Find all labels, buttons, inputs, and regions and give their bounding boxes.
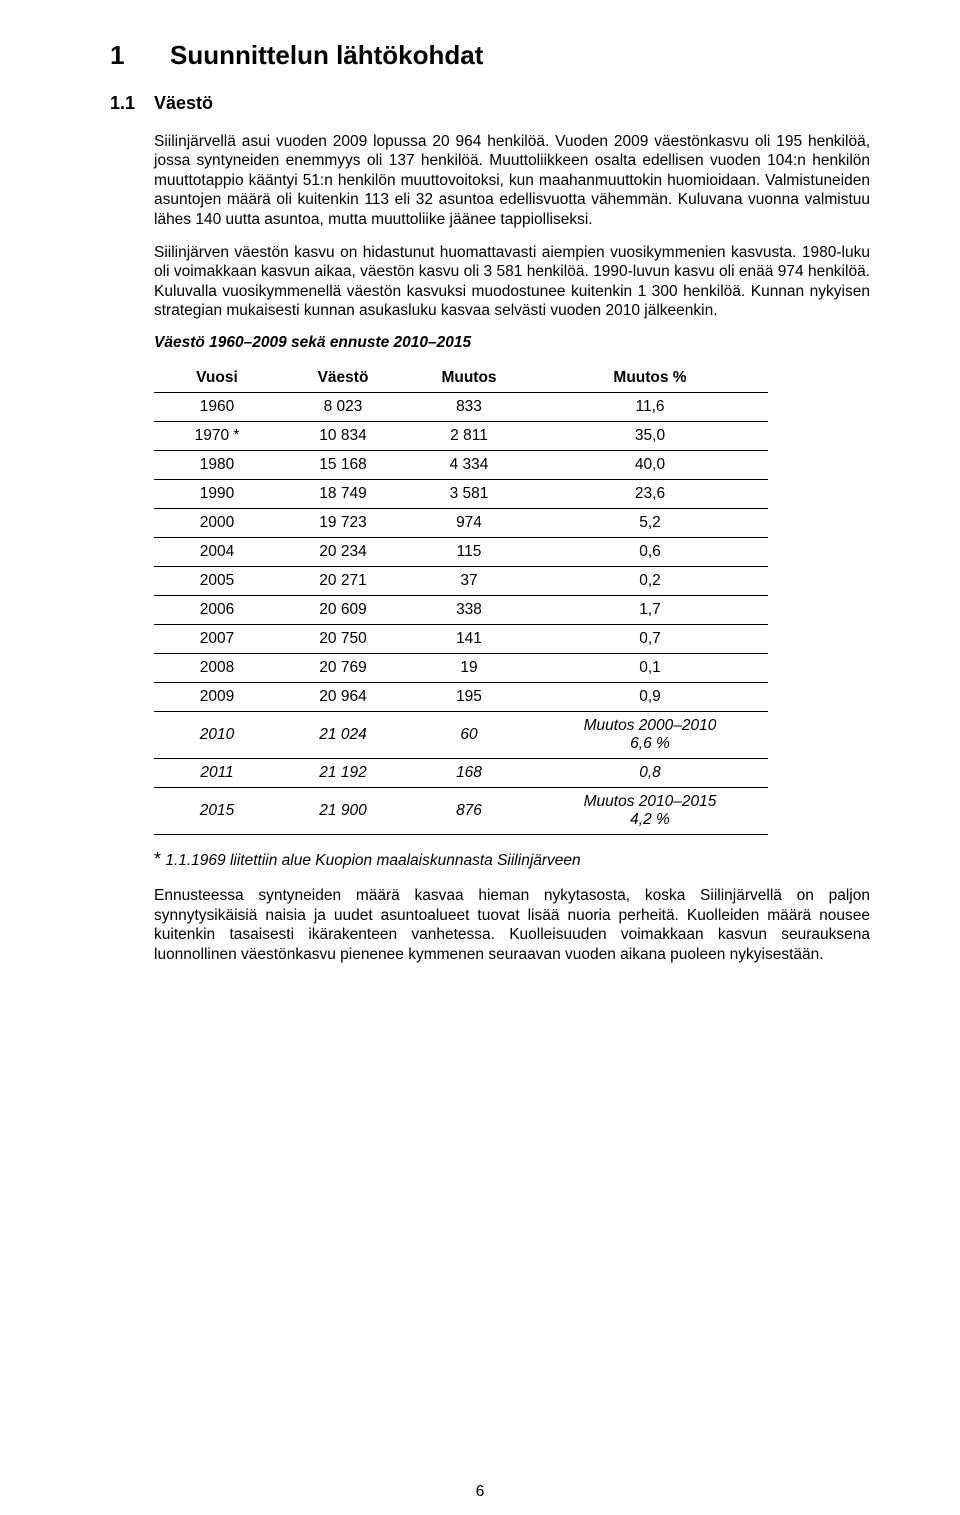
cell-change-pct: 5,2 <box>532 509 768 538</box>
cell-change-pct: 11,6 <box>532 393 768 422</box>
footnote-text: 1.1.1969 liitettiin alue Kuopion maalais… <box>165 852 580 869</box>
heading-2: 1.1 Väestö <box>110 93 870 114</box>
table-row: 199018 7493 58123,6 <box>154 480 768 509</box>
table-row: 201521 900876Muutos 2010–20154,2 % <box>154 788 768 835</box>
cell-change: 4 334 <box>406 451 532 480</box>
table-title: Väestö 1960–2009 sekä ennuste 2010–2015 <box>154 334 870 352</box>
cell-change-pct: 35,0 <box>532 422 768 451</box>
heading-1-number: 1 <box>110 40 170 71</box>
table-row: 1970 *10 8342 81135,0 <box>154 422 768 451</box>
cell-year: 2005 <box>154 567 280 596</box>
cell-change: 195 <box>406 683 532 712</box>
cell-pop: 20 769 <box>280 654 406 683</box>
cell-pop: 10 834 <box>280 422 406 451</box>
cell-year: 2007 <box>154 625 280 654</box>
table-row: 19608 02383311,6 <box>154 393 768 422</box>
col-header-year: Vuosi <box>154 364 280 393</box>
cell-year: 1990 <box>154 480 280 509</box>
body-block: Siilinjärvellä asui vuoden 2009 lopussa … <box>154 132 870 964</box>
table-row: 200720 7501410,7 <box>154 625 768 654</box>
cell-change-pct: 1,7 <box>532 596 768 625</box>
cell-change: 833 <box>406 393 532 422</box>
table-footnote: * 1.1.1969 liitettiin alue Kuopion maala… <box>154 849 870 870</box>
heading-1-text: Suunnittelun lähtökohdat <box>170 40 483 71</box>
cell-change-pct: 0,2 <box>532 567 768 596</box>
table-row: 200820 769190,1 <box>154 654 768 683</box>
table-row: 200920 9641950,9 <box>154 683 768 712</box>
cell-pop: 21 900 <box>280 788 406 835</box>
col-header-chg: Muutos <box>406 364 532 393</box>
cell-change-pct: Muutos 2000–20106,6 % <box>532 712 768 759</box>
col-header-pct: Muutos % <box>532 364 768 393</box>
cell-year: 2006 <box>154 596 280 625</box>
table-head: Vuosi Väestö Muutos Muutos % <box>154 364 768 393</box>
cell-change-pct: 0,1 <box>532 654 768 683</box>
cell-pop: 21 024 <box>280 712 406 759</box>
cell-change: 37 <box>406 567 532 596</box>
cell-change: 2 811 <box>406 422 532 451</box>
cell-change: 974 <box>406 509 532 538</box>
cell-pop: 19 723 <box>280 509 406 538</box>
cell-change: 115 <box>406 538 532 567</box>
cell-year: 2011 <box>154 759 280 788</box>
cell-pop: 20 964 <box>280 683 406 712</box>
cell-pop: 20 271 <box>280 567 406 596</box>
cell-year: 2008 <box>154 654 280 683</box>
cell-change-pct: 40,0 <box>532 451 768 480</box>
heading-2-text: Väestö <box>154 93 213 114</box>
cell-year: 1980 <box>154 451 280 480</box>
cell-year: 2004 <box>154 538 280 567</box>
cell-change-pct: 0,8 <box>532 759 768 788</box>
cell-change-pct: 0,9 <box>532 683 768 712</box>
cell-year: 2009 <box>154 683 280 712</box>
cell-change-pct: Muutos 2010–20154,2 % <box>532 788 768 835</box>
page: 1 Suunnittelun lähtökohdat 1.1 Väestö Si… <box>0 0 960 1515</box>
cell-change: 168 <box>406 759 532 788</box>
table-row: 198015 1684 33440,0 <box>154 451 768 480</box>
cell-pop: 20 234 <box>280 538 406 567</box>
population-table: Vuosi Väestö Muutos Muutos % 19608 02383… <box>154 364 768 835</box>
table-row: 201021 02460Muutos 2000–20106,6 % <box>154 712 768 759</box>
cell-change: 876 <box>406 788 532 835</box>
cell-pop: 21 192 <box>280 759 406 788</box>
table-body: 19608 02383311,61970 *10 8342 81135,0198… <box>154 393 768 835</box>
paragraph-1: Siilinjärvellä asui vuoden 2009 lopussa … <box>154 132 870 229</box>
cell-year: 2000 <box>154 509 280 538</box>
cell-year: 2015 <box>154 788 280 835</box>
table-row: 200520 271370,2 <box>154 567 768 596</box>
cell-year: 1970 * <box>154 422 280 451</box>
paragraph-2: Siilinjärven väestön kasvu on hidastunut… <box>154 243 870 321</box>
heading-2-number: 1.1 <box>110 93 154 114</box>
cell-pop: 20 750 <box>280 625 406 654</box>
table-row: 200620 6093381,7 <box>154 596 768 625</box>
cell-pop: 18 749 <box>280 480 406 509</box>
col-header-pop: Väestö <box>280 364 406 393</box>
cell-change: 3 581 <box>406 480 532 509</box>
paragraph-3: Ennusteessa syntyneiden määrä kasvaa hie… <box>154 886 870 964</box>
cell-change-pct: 0,7 <box>532 625 768 654</box>
heading-1: 1 Suunnittelun lähtökohdat <box>110 40 870 71</box>
cell-change: 141 <box>406 625 532 654</box>
cell-pop: 15 168 <box>280 451 406 480</box>
cell-change-pct: 23,6 <box>532 480 768 509</box>
cell-change-pct: 0,6 <box>532 538 768 567</box>
table-header-row: Vuosi Väestö Muutos Muutos % <box>154 364 768 393</box>
cell-year: 2010 <box>154 712 280 759</box>
table-row: 200420 2341150,6 <box>154 538 768 567</box>
cell-change: 19 <box>406 654 532 683</box>
cell-pop: 8 023 <box>280 393 406 422</box>
cell-year: 1960 <box>154 393 280 422</box>
cell-pop: 20 609 <box>280 596 406 625</box>
footnote-star: * <box>154 849 161 869</box>
cell-change: 338 <box>406 596 532 625</box>
table-row: 200019 7239745,2 <box>154 509 768 538</box>
table-row: 201121 1921680,8 <box>154 759 768 788</box>
cell-change: 60 <box>406 712 532 759</box>
page-number: 6 <box>0 1483 960 1501</box>
